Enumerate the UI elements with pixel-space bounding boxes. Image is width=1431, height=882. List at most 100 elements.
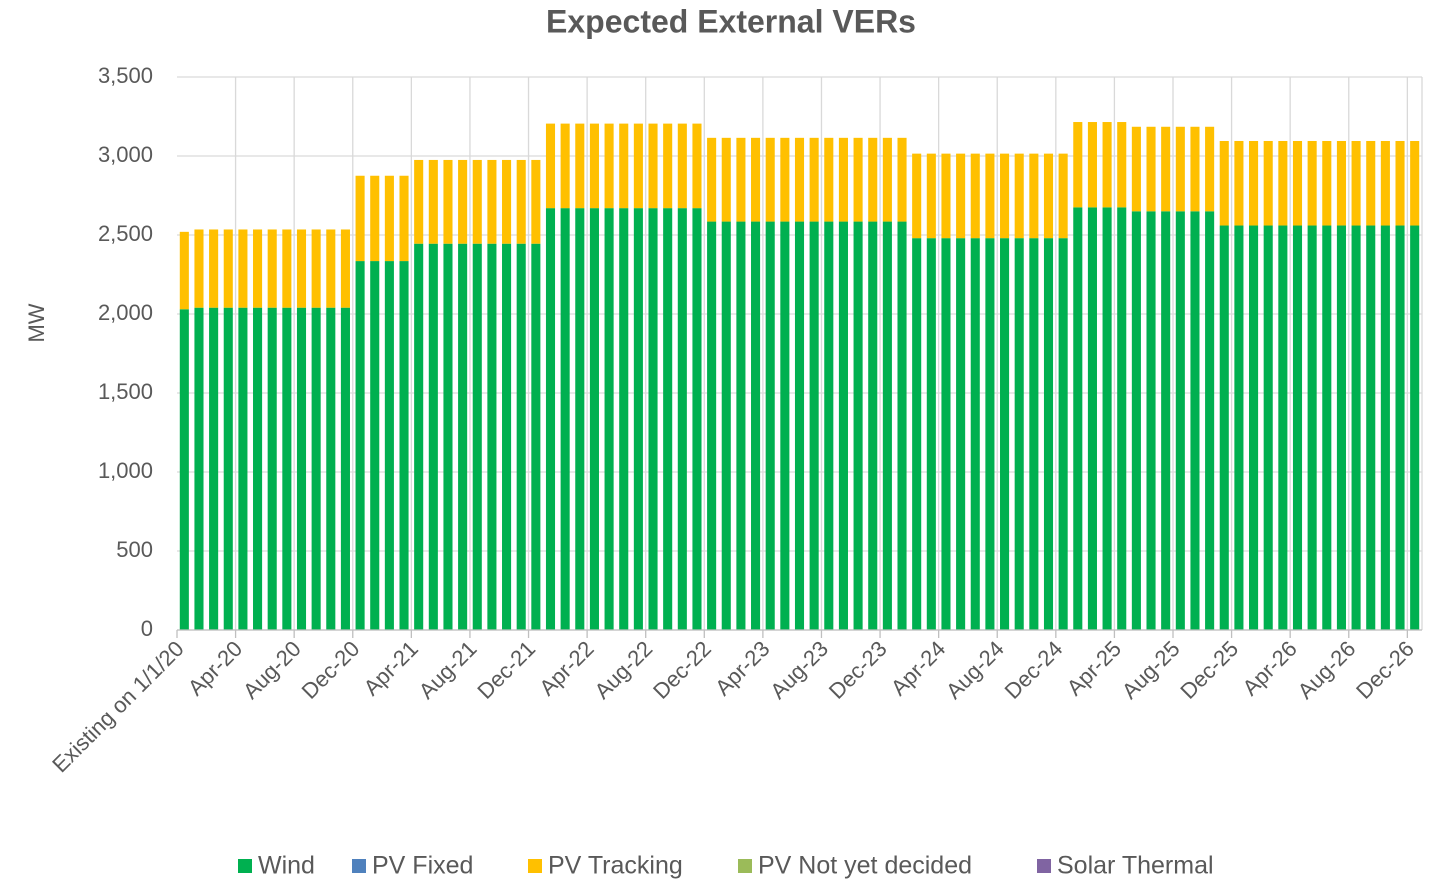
bar-segment — [340, 307, 350, 630]
bar-segment — [384, 175, 394, 262]
bar-segment — [794, 221, 805, 630]
bar-segment — [209, 307, 219, 630]
bar-segment — [223, 229, 233, 308]
legend-marker — [528, 859, 542, 873]
bar-segment — [472, 243, 482, 630]
bar-segment — [370, 261, 380, 630]
legend-label: PV Fixed — [372, 852, 473, 880]
x-tick-label: Apr-21 — [359, 636, 423, 700]
legend-label: PV Tracking — [548, 852, 683, 880]
legend-label: Solar Thermal — [1057, 852, 1214, 880]
bar-segment — [824, 221, 834, 630]
bar-segment — [1175, 126, 1185, 212]
bar-segment — [311, 307, 321, 630]
bar-segment — [780, 137, 790, 222]
bar-segment — [1102, 122, 1112, 208]
bar-segment — [1380, 225, 1390, 630]
x-tick-label: Apr-26 — [1237, 636, 1301, 700]
bar-segment — [956, 153, 966, 239]
bar-segment — [560, 123, 570, 209]
x-tick-label: Existing on 1/1/20 — [47, 636, 188, 777]
bar-segment — [253, 307, 263, 630]
bar-segment — [443, 243, 453, 630]
bar-segment — [1351, 225, 1361, 630]
y-tick-label: 1,500 — [98, 379, 153, 404]
bar-segment — [1146, 211, 1156, 631]
bar-segment — [707, 221, 717, 630]
bar-segment — [1029, 238, 1039, 630]
y-tick-label: 3,500 — [98, 63, 153, 88]
bar-segment — [311, 229, 321, 308]
x-tick-label: Aug-22 — [590, 636, 658, 704]
bar-segment — [1146, 126, 1156, 212]
y-tick-label: 2,500 — [98, 221, 153, 246]
bar-segment — [472, 159, 482, 244]
bar-segment — [941, 238, 951, 630]
bar-segment — [194, 307, 204, 630]
bar-segment — [516, 243, 526, 630]
bar-segment — [809, 221, 819, 630]
bar-segment — [1234, 140, 1244, 226]
bar-segment — [1087, 207, 1097, 630]
bar-segment — [897, 221, 907, 630]
bar-segment — [1410, 140, 1420, 226]
x-tick-label: Dec-22 — [648, 636, 716, 704]
bar-segment — [677, 123, 687, 209]
bar-segment — [985, 153, 995, 239]
bar-segment — [1043, 153, 1054, 239]
bar-segment — [531, 159, 541, 244]
bar-segment — [502, 243, 512, 630]
bar-segment — [721, 221, 731, 630]
bar-segment — [1117, 207, 1127, 630]
bar-segment — [1263, 225, 1273, 630]
bar-segment — [648, 208, 658, 630]
bar-segment — [633, 208, 643, 630]
x-tick-label: Aug-23 — [765, 636, 833, 704]
bar-segment — [1073, 207, 1083, 630]
x-tick-label: Apr-23 — [710, 636, 774, 700]
bar-segment — [619, 208, 629, 630]
bar-segment — [1014, 238, 1024, 630]
bar-segment — [1395, 140, 1405, 226]
bar-segment — [868, 137, 878, 222]
bar-segment — [604, 123, 614, 209]
legend-marker — [738, 859, 752, 873]
bar-segment — [882, 221, 892, 630]
bar-segment — [765, 137, 775, 222]
bar-segment — [1351, 140, 1361, 226]
bar-segment — [1058, 153, 1068, 239]
bar-segment — [707, 137, 717, 222]
bar-segment — [1278, 225, 1288, 630]
bar-segment — [1043, 238, 1054, 630]
bar-segment — [443, 159, 453, 244]
bar-segment — [1410, 225, 1420, 630]
bar-segment — [589, 123, 599, 209]
bar-segment — [633, 123, 643, 209]
bar-segment — [663, 208, 673, 630]
bar-segment — [370, 175, 380, 262]
bar-segment — [428, 243, 438, 630]
bar-segment — [516, 159, 526, 244]
bar-segment — [765, 221, 775, 630]
bar-segment — [282, 307, 292, 630]
bar-segment — [267, 229, 277, 308]
bar-segment — [1292, 225, 1303, 630]
bar-segment — [838, 137, 848, 222]
bar-segment — [736, 221, 746, 630]
bar-segment — [941, 153, 951, 239]
bar-segment — [238, 307, 248, 630]
x-tick-label: Aug-26 — [1293, 636, 1361, 704]
bar-segment — [1395, 225, 1405, 630]
bar-segment — [648, 123, 658, 209]
bar-segment — [751, 221, 761, 630]
bar-segment — [253, 229, 263, 308]
bar-segment — [209, 229, 219, 308]
bar-segment — [882, 137, 892, 222]
bar-segment — [1219, 140, 1229, 226]
bar-segment — [502, 159, 512, 244]
bar-segment — [1336, 140, 1346, 226]
x-tick-label: Apr-24 — [886, 636, 950, 700]
bar-segment — [1073, 122, 1083, 208]
legend-label: Wind — [258, 852, 315, 880]
